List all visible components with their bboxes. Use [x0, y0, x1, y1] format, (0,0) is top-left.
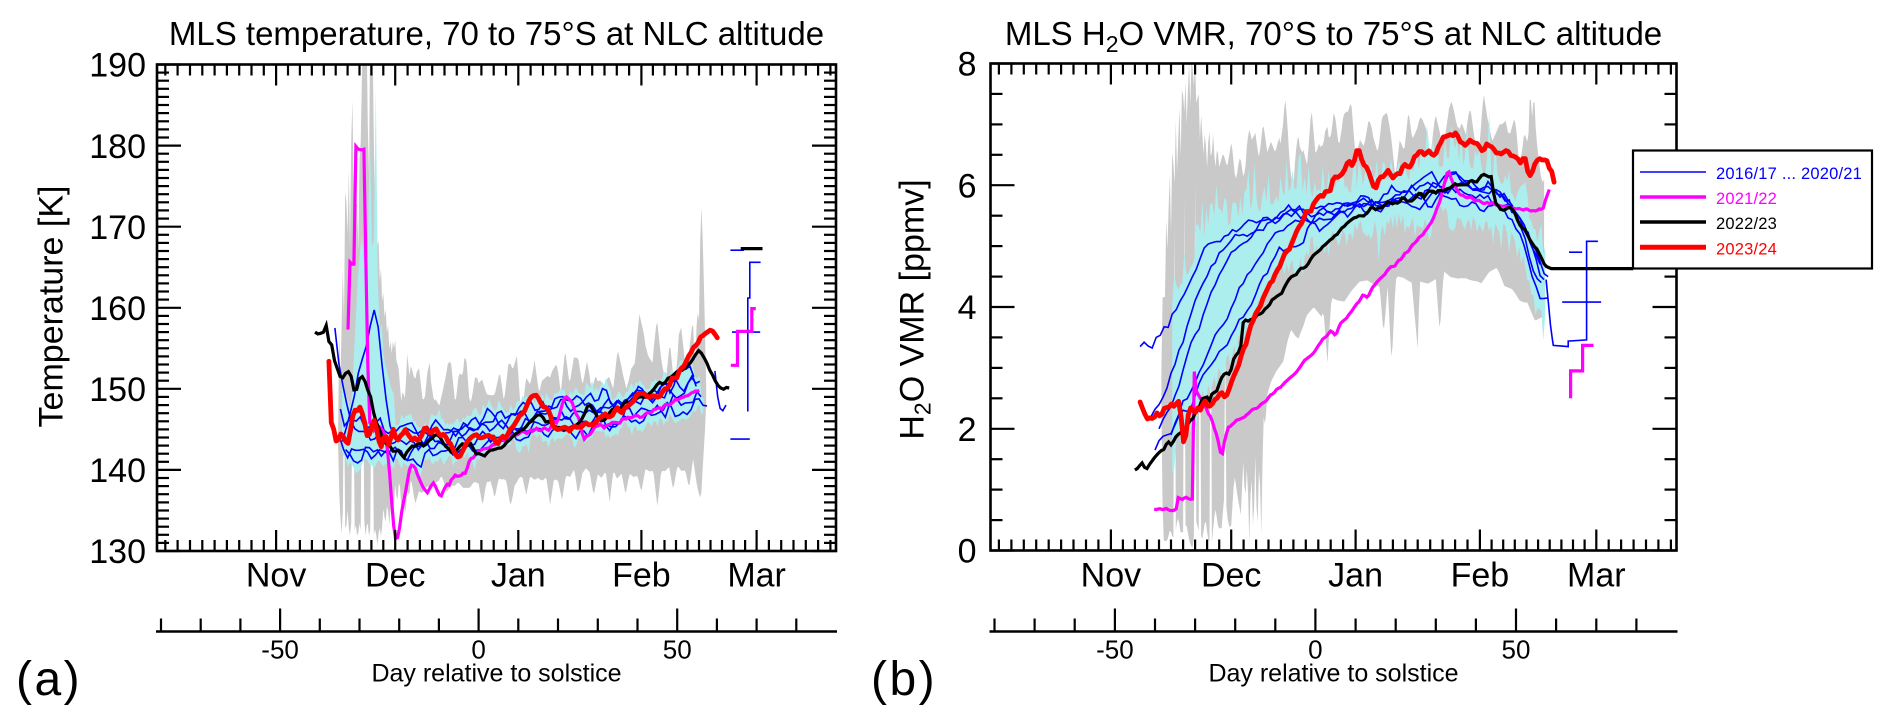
svg-text:0: 0 [471, 635, 485, 665]
svg-text:Nov: Nov [246, 557, 306, 595]
svg-text:Jan: Jan [491, 557, 546, 595]
svg-text:Mar: Mar [727, 557, 786, 595]
svg-text:8: 8 [958, 46, 977, 84]
svg-text:160: 160 [89, 290, 146, 328]
svg-text:6: 6 [958, 167, 977, 205]
svg-text:4: 4 [958, 289, 977, 327]
svg-text:Temperature [K]: Temperature [K] [33, 186, 71, 428]
svg-text:2016/17 ... 2020/21: 2016/17 ... 2020/21 [1716, 165, 1862, 183]
svg-text:0: 0 [1308, 635, 1322, 665]
svg-text:Dec: Dec [365, 557, 425, 595]
svg-text:Jan: Jan [1328, 557, 1383, 595]
svg-text:MLS temperature, 70 to 75°S at: MLS temperature, 70 to 75°S at NLC altit… [169, 15, 824, 52]
svg-text:2021/22: 2021/22 [1716, 190, 1777, 208]
svg-text:Feb: Feb [612, 557, 671, 595]
svg-text:Day relative to solstice: Day relative to solstice [1208, 660, 1458, 688]
svg-text:2022/23: 2022/23 [1716, 215, 1777, 233]
svg-text:50: 50 [663, 635, 692, 665]
svg-text:(b): (b) [871, 653, 937, 706]
svg-text:170: 170 [89, 209, 146, 247]
svg-text:2023/24: 2023/24 [1716, 240, 1777, 258]
svg-text:Day relative to solstice: Day relative to solstice [371, 660, 621, 688]
svg-text:-50: -50 [261, 635, 299, 665]
svg-text:50: 50 [1502, 635, 1531, 665]
svg-text:H2O VMR [ppmv]: H2O VMR [ppmv] [894, 179, 936, 439]
svg-text:130: 130 [89, 533, 146, 571]
svg-text:150: 150 [89, 371, 146, 409]
svg-text:(a): (a) [16, 653, 82, 706]
svg-text:Nov: Nov [1081, 557, 1141, 595]
svg-text:0: 0 [958, 533, 977, 571]
svg-text:2: 2 [958, 411, 977, 449]
svg-text:-50: -50 [1096, 635, 1134, 665]
svg-text:140: 140 [89, 452, 146, 490]
svg-text:Feb: Feb [1451, 557, 1510, 595]
svg-text:Dec: Dec [1201, 557, 1261, 595]
svg-text:180: 180 [89, 128, 146, 166]
svg-text:Mar: Mar [1567, 557, 1626, 595]
svg-text:190: 190 [89, 47, 146, 85]
svg-text:MLS H2O VMR, 70°S to 75°S at N: MLS H2O VMR, 70°S to 75°S at NLC altitud… [1005, 15, 1662, 57]
